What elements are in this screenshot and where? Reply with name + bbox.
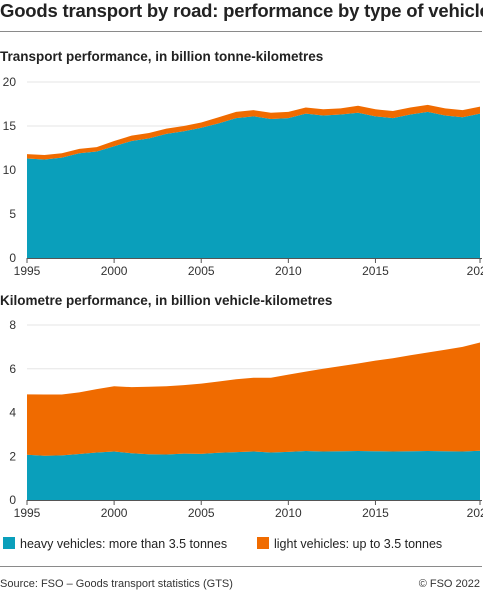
legend-item-heavy: heavy vehicles: more than 3.5 tonnes	[3, 537, 227, 551]
legend-label-heavy: heavy vehicles: more than 3.5 tonnes	[20, 537, 228, 551]
y-tick-label: 2	[9, 449, 16, 463]
x-tick-label: 2005	[188, 264, 215, 278]
area-series-light	[27, 104, 480, 160]
legend-item-light: light vehicles: up to 3.5 tonnes	[257, 537, 442, 551]
y-tick-label: 15	[3, 119, 17, 133]
kilometre-performance-chart: 1995 2000 2005 2010 2015 2021 0 2 4 6 8	[9, 318, 483, 520]
figure-title: Goods transport by road: performance by …	[0, 0, 483, 21]
transport-performance-chart: 1995 2000 2005 2010 2015 2021 0 5 10 15 20	[3, 75, 483, 278]
y-tick-label: 8	[9, 318, 16, 332]
x-tick-label: 2000	[101, 506, 128, 520]
area-series-heavy	[27, 111, 480, 258]
y-tick-label: 5	[9, 207, 16, 221]
x-tick-label: 2015	[362, 264, 389, 278]
x-tick-label: 1995	[14, 506, 41, 520]
x-tick-label: 2010	[275, 506, 302, 520]
x-tick-label: 2015	[362, 506, 389, 520]
panel1-title: Transport performance, in billion tonne-…	[0, 49, 324, 64]
title-divider	[0, 31, 482, 32]
x-tick-label: 2021	[467, 506, 483, 520]
area-series-heavy	[27, 450, 480, 500]
y-tick-label: 6	[9, 362, 16, 376]
y-tick-label: 20	[3, 75, 17, 89]
y-tick-label: 0	[9, 493, 16, 507]
footer-divider	[0, 566, 482, 567]
legend-swatch-light	[257, 537, 269, 549]
panel2-title: Kilometre performance, in billion vehicl…	[0, 293, 333, 308]
x-tick-label: 2005	[188, 506, 215, 520]
x-tick-label: 2021	[467, 264, 483, 278]
legend-swatch-heavy	[3, 537, 15, 549]
x-tick-label: 2000	[101, 264, 128, 278]
legend-label-light: light vehicles: up to 3.5 tonnes	[274, 537, 443, 551]
source-note: Source: FSO – Goods transport statistics…	[0, 578, 233, 590]
x-tick-label: 1995	[14, 264, 41, 278]
y-tick-label: 0	[9, 251, 16, 265]
y-tick-label: 10	[3, 163, 17, 177]
copyright-note: © FSO 2022	[418, 578, 480, 590]
area-series-light	[27, 342, 480, 456]
x-tick-label: 2010	[275, 264, 302, 278]
legend: heavy vehicles: more than 3.5 tonnes lig…	[0, 537, 483, 555]
y-tick-label: 4	[9, 406, 16, 420]
